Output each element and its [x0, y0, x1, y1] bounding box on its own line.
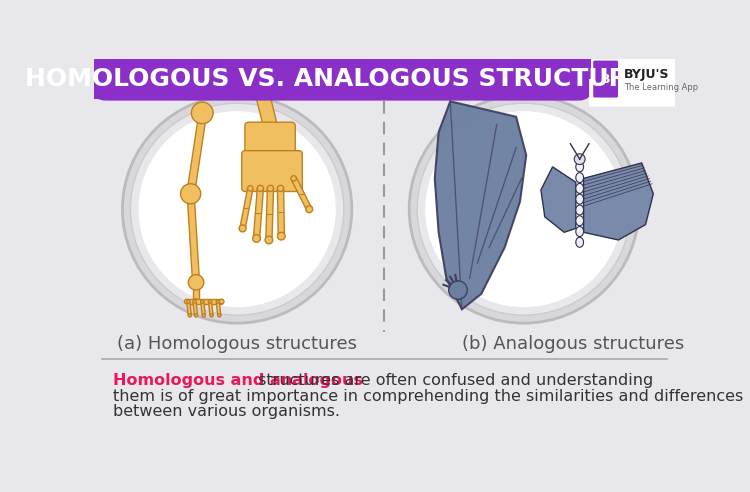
FancyBboxPatch shape	[92, 58, 592, 101]
Circle shape	[254, 79, 267, 93]
Circle shape	[574, 154, 585, 164]
Circle shape	[265, 236, 273, 244]
Circle shape	[265, 125, 279, 139]
Polygon shape	[266, 188, 274, 240]
Circle shape	[425, 111, 622, 307]
Circle shape	[306, 206, 313, 213]
Circle shape	[193, 300, 196, 303]
FancyBboxPatch shape	[590, 58, 676, 107]
Polygon shape	[584, 163, 653, 240]
Bar	[94, 59, 591, 79]
Circle shape	[130, 103, 344, 315]
Polygon shape	[278, 188, 284, 236]
Circle shape	[257, 185, 263, 191]
Circle shape	[307, 207, 312, 212]
Circle shape	[417, 103, 631, 315]
Circle shape	[209, 300, 212, 303]
Circle shape	[198, 113, 206, 121]
Polygon shape	[201, 302, 206, 316]
Circle shape	[194, 299, 199, 304]
Polygon shape	[541, 167, 576, 232]
Text: The Learning App: The Learning App	[624, 83, 698, 92]
Text: them is of great importance in comprehending the similarities and differences: them is of great importance in comprehen…	[113, 389, 743, 403]
Text: (a) Homologous structures: (a) Homologous structures	[117, 335, 357, 353]
Polygon shape	[187, 116, 206, 194]
Circle shape	[278, 233, 284, 239]
Circle shape	[253, 235, 260, 242]
Circle shape	[410, 95, 638, 323]
FancyBboxPatch shape	[242, 151, 302, 191]
Ellipse shape	[576, 215, 584, 226]
Text: HOMOLOGOUS VS. ANALOGOUS STRUCTURES: HOMOLOGOUS VS. ANALOGOUS STRUCTURES	[25, 67, 663, 91]
Circle shape	[188, 275, 204, 290]
FancyBboxPatch shape	[244, 122, 296, 157]
Polygon shape	[188, 193, 200, 282]
FancyBboxPatch shape	[593, 61, 618, 97]
Ellipse shape	[576, 173, 584, 183]
Circle shape	[217, 314, 220, 317]
Circle shape	[193, 279, 200, 286]
Polygon shape	[240, 188, 253, 229]
Circle shape	[291, 176, 296, 181]
Polygon shape	[254, 84, 279, 134]
Polygon shape	[254, 188, 263, 239]
Circle shape	[266, 237, 272, 243]
Text: between various organisms.: between various organisms.	[113, 404, 340, 419]
Circle shape	[248, 185, 253, 191]
Polygon shape	[187, 299, 222, 304]
Circle shape	[239, 225, 246, 232]
Circle shape	[194, 279, 199, 285]
Ellipse shape	[576, 226, 584, 237]
Polygon shape	[187, 302, 191, 316]
Circle shape	[216, 300, 219, 303]
Polygon shape	[209, 302, 213, 316]
Circle shape	[202, 314, 206, 317]
Circle shape	[122, 95, 352, 323]
Circle shape	[210, 314, 213, 317]
Circle shape	[278, 185, 284, 191]
Polygon shape	[435, 101, 526, 309]
Text: Homologous and analogous: Homologous and analogous	[113, 373, 363, 388]
Text: B: B	[601, 72, 610, 86]
Ellipse shape	[576, 162, 584, 172]
Text: (b) Analogous structures: (b) Analogous structures	[462, 335, 684, 353]
Polygon shape	[216, 302, 220, 316]
Circle shape	[278, 232, 285, 240]
Circle shape	[181, 184, 201, 204]
Circle shape	[254, 235, 260, 242]
Circle shape	[187, 190, 194, 198]
Ellipse shape	[576, 184, 584, 193]
Circle shape	[267, 185, 274, 191]
Bar	[94, 59, 110, 99]
Ellipse shape	[576, 237, 584, 247]
Polygon shape	[291, 177, 312, 211]
Text: structures are often confused and understanding: structures are often confused and unders…	[253, 373, 652, 388]
Ellipse shape	[576, 205, 584, 215]
Ellipse shape	[576, 194, 584, 204]
Polygon shape	[194, 282, 199, 302]
Circle shape	[240, 226, 245, 231]
Circle shape	[219, 299, 224, 304]
Polygon shape	[193, 302, 197, 316]
Circle shape	[191, 102, 213, 123]
Circle shape	[139, 111, 336, 307]
Circle shape	[184, 299, 189, 304]
Circle shape	[448, 281, 467, 299]
Circle shape	[188, 314, 191, 317]
Circle shape	[188, 190, 194, 197]
Circle shape	[201, 300, 204, 303]
Circle shape	[187, 300, 190, 303]
Text: BYJU'S: BYJU'S	[624, 68, 670, 81]
Circle shape	[194, 314, 197, 317]
